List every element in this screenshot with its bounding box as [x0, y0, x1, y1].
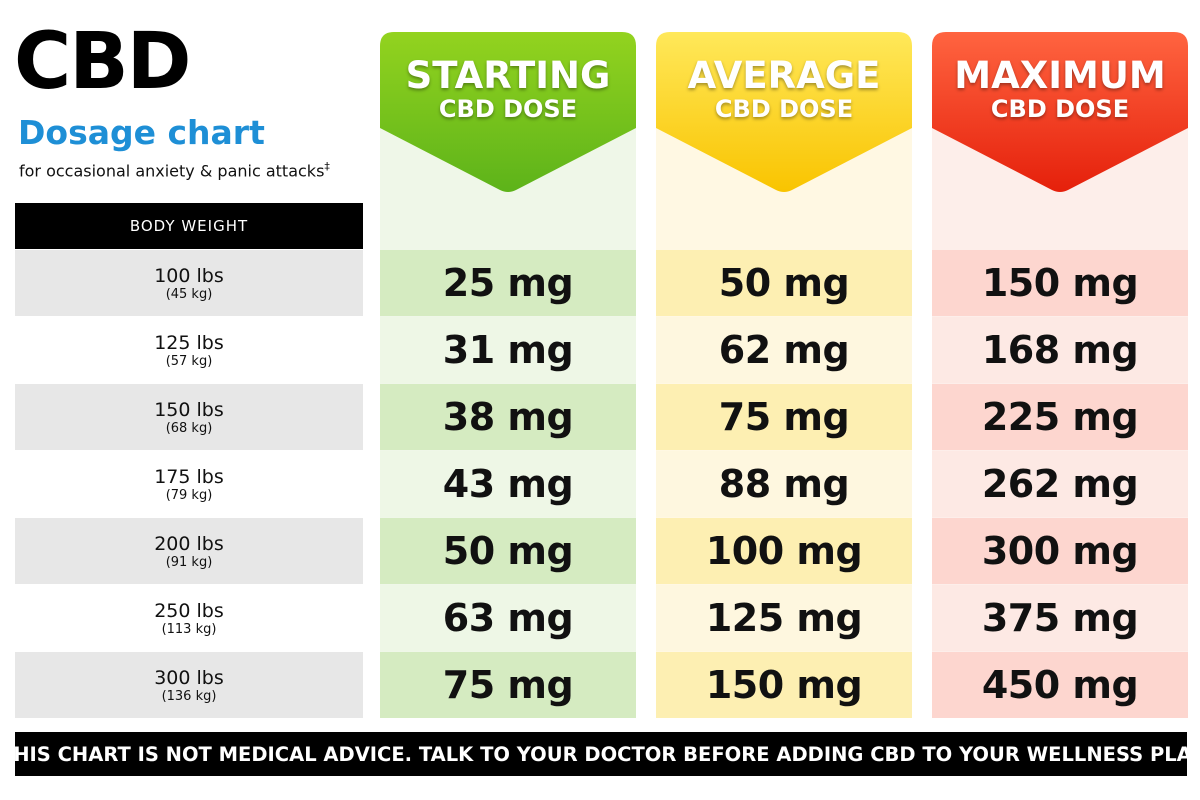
dose-cell: 43 mg	[380, 451, 636, 517]
column-title: AVERAGE	[687, 54, 881, 97]
column-header-shape	[932, 32, 1188, 192]
weight-kg: (45 kg)	[165, 286, 213, 302]
dose-cell: 38 mg	[380, 384, 636, 450]
footer-text: THIS CHART IS NOT MEDICAL ADVICE. TALK T…	[0, 742, 1200, 766]
weight-cell: 300 lbs (136 kg)	[15, 652, 363, 718]
weight-lbs: 300 lbs	[154, 666, 224, 689]
dose-cell: 375 mg	[932, 585, 1188, 651]
chevron	[932, 32, 1188, 192]
title: CBD	[14, 17, 191, 107]
chevron	[380, 32, 636, 192]
dose-cell: 75 mg	[380, 652, 636, 718]
column-title: STARTING	[405, 54, 611, 97]
dose-cell: 50 mg	[656, 250, 912, 316]
weight-lbs: 100 lbs	[154, 264, 224, 287]
dose-cell: 300 mg	[932, 518, 1188, 584]
column-title: MAXIMUM	[954, 54, 1166, 97]
footer: ‡THIS CHART IS NOT MEDICAL ADVICE. TALK …	[0, 732, 1200, 776]
weight-kg: (79 kg)	[165, 487, 213, 503]
weight-cell: 100 lbs (45 kg)	[15, 250, 363, 316]
dose-cell: 50 mg	[380, 518, 636, 584]
dose-cell: 262 mg	[932, 451, 1188, 517]
weight-cell: 175 lbs (79 kg)	[15, 451, 363, 517]
weight-lbs: 125 lbs	[154, 331, 224, 354]
column-subtitle: CBD DOSE	[714, 95, 854, 123]
weight-header: BODY WEIGHT	[15, 203, 363, 249]
dose-cell: 168 mg	[932, 317, 1188, 383]
dose-cell: 63 mg	[380, 585, 636, 651]
weight-kg: (136 kg)	[161, 688, 217, 704]
dose-cell: 150 mg	[932, 250, 1188, 316]
dose-cell: 450 mg	[932, 652, 1188, 718]
weight-cell: 200 lbs (91 kg)	[15, 518, 363, 584]
weight-lbs: 250 lbs	[154, 599, 224, 622]
weight-kg: (91 kg)	[165, 554, 213, 570]
subtitle: Dosage chart	[18, 113, 265, 152]
dose-cell: 125 mg	[656, 585, 912, 651]
dose-cell: 25 mg	[380, 250, 636, 316]
weight-kg: (57 kg)	[165, 353, 213, 369]
weight-lbs: 150 lbs	[154, 398, 224, 421]
dose-cell: 100 mg	[656, 518, 912, 584]
dose-cell: 75 mg	[656, 384, 912, 450]
dose-cell: 150 mg	[656, 652, 912, 718]
dose-cell: 88 mg	[656, 451, 912, 517]
weight-cell: 150 lbs (68 kg)	[15, 384, 363, 450]
dose-cell: 225 mg	[932, 384, 1188, 450]
weight-kg: (68 kg)	[165, 420, 213, 436]
note-mark: ‡	[324, 160, 330, 173]
weight-cell: 250 lbs (113 kg)	[15, 585, 363, 651]
column-header-shape	[656, 32, 912, 192]
chevron	[656, 32, 912, 192]
dose-cell: 62 mg	[656, 317, 912, 383]
column-subtitle: CBD DOSE	[990, 95, 1130, 123]
note: for occasional anxiety & panic attacks‡	[19, 160, 330, 180]
weight-kg: (113 kg)	[161, 621, 217, 637]
column-header-shape	[380, 32, 636, 192]
weight-lbs: 200 lbs	[154, 532, 224, 555]
note-text: for occasional anxiety & panic attacks	[19, 161, 325, 181]
weight-cell: 125 lbs (57 kg)	[15, 317, 363, 383]
weight-lbs: 175 lbs	[154, 465, 224, 488]
dose-cell: 31 mg	[380, 317, 636, 383]
column-subtitle: CBD DOSE	[438, 95, 578, 123]
